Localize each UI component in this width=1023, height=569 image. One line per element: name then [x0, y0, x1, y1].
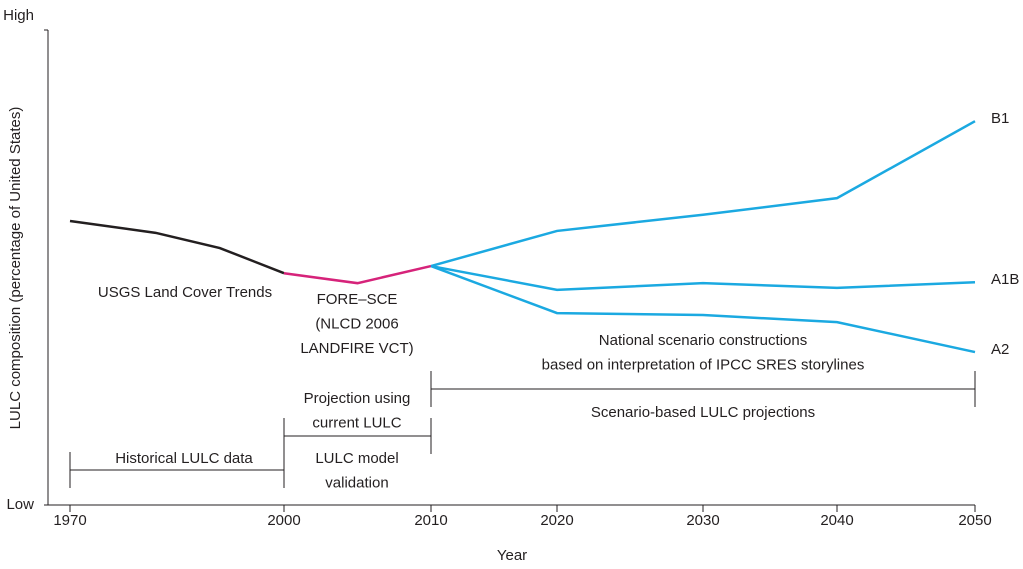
y-axis-label: LULC composition (percentage of United S…: [7, 107, 24, 430]
annotation: LULC model: [315, 450, 398, 467]
series-label: B1: [991, 110, 1009, 127]
annotation: current LULC: [312, 414, 401, 431]
series-line: [430, 120, 976, 268]
annotation: (NLCD 2006: [315, 315, 398, 332]
y-tick-label: High: [3, 7, 34, 24]
x-tick-label: 1970: [53, 512, 86, 529]
annotation: Historical LULC data: [115, 450, 253, 467]
x-tick-label: 2040: [820, 512, 853, 529]
x-tick-label: 2030: [686, 512, 719, 529]
series-line: [283, 264, 432, 285]
annotation: National scenario constructions: [599, 332, 807, 349]
x-axis-label: Year: [497, 547, 527, 564]
annotation: USGS Land Cover Trends: [98, 284, 272, 301]
annotation: LANDFIRE VCT): [300, 340, 413, 357]
x-tick-label: 2050: [958, 512, 991, 529]
x-tick-label: 2020: [540, 512, 573, 529]
series-line: [430, 264, 976, 292]
annotation: validation: [325, 474, 388, 491]
annotation: FORE–SCE: [317, 291, 398, 308]
series-line: [430, 264, 976, 354]
series-label: A2: [991, 341, 1009, 358]
series-label: A1B: [991, 271, 1019, 288]
y-tick-label: Low: [6, 496, 34, 513]
x-tick-label: 2000: [267, 512, 300, 529]
annotation: Scenario-based LULC projections: [591, 404, 815, 421]
annotation: based on interpretation of IPCC SRES sto…: [542, 356, 865, 373]
annotation: Projection using: [304, 390, 411, 407]
x-tick-label: 2010: [414, 512, 447, 529]
series-line: [69, 219, 285, 275]
